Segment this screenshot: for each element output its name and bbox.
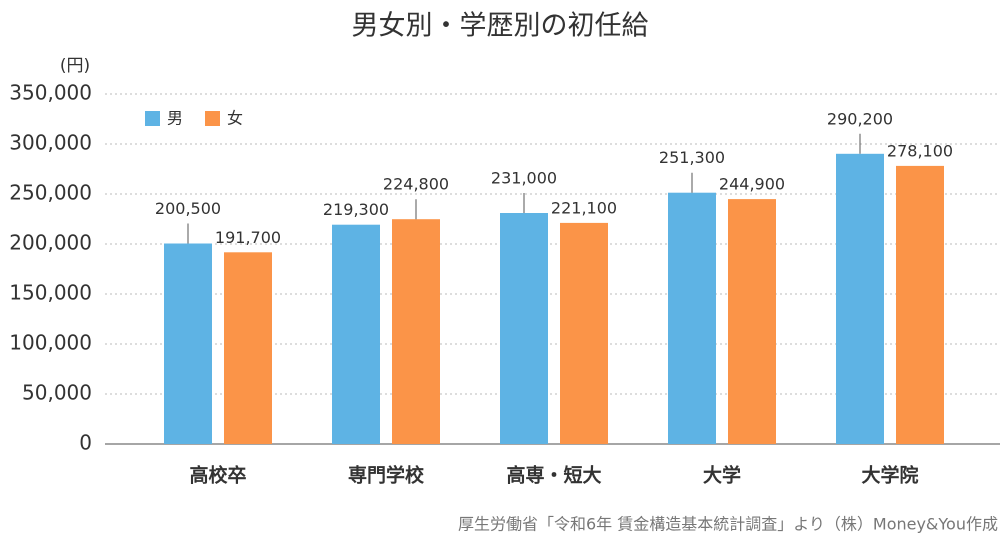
x-tick-label: 専門学校 bbox=[348, 464, 425, 487]
value-label: 231,000 bbox=[491, 169, 557, 188]
y-tick-label: 300,000 bbox=[9, 131, 92, 155]
bar bbox=[560, 222, 608, 444]
bar bbox=[728, 199, 776, 444]
value-label: 278,100 bbox=[887, 141, 953, 160]
y-tick-label: 250,000 bbox=[9, 181, 92, 205]
value-label: 290,200 bbox=[827, 109, 893, 128]
legend-label: 男 bbox=[167, 109, 183, 128]
value-label: 221,100 bbox=[551, 198, 617, 217]
value-label: 191,700 bbox=[215, 228, 281, 247]
y-tick-label: 0 bbox=[79, 431, 92, 455]
bar bbox=[392, 219, 440, 444]
x-tick-label: 高専・短大 bbox=[506, 464, 601, 487]
x-tick-label: 大学院 bbox=[861, 464, 918, 487]
bar bbox=[896, 165, 944, 444]
y-tick-label: 100,000 bbox=[9, 331, 92, 355]
bar bbox=[224, 252, 272, 444]
bar bbox=[500, 213, 548, 444]
y-tick-label: 50,000 bbox=[22, 381, 92, 405]
bar bbox=[668, 192, 716, 444]
legend-label: 女 bbox=[227, 109, 243, 128]
bar bbox=[332, 224, 380, 444]
bar bbox=[836, 153, 884, 445]
legend-swatch bbox=[205, 111, 220, 126]
legend-swatch bbox=[145, 111, 160, 126]
x-tick-label: 大学 bbox=[703, 464, 741, 487]
value-label: 200,500 bbox=[155, 199, 221, 218]
value-label: 219,300 bbox=[323, 200, 389, 219]
y-tick-label: 350,000 bbox=[9, 81, 92, 105]
y-tick-label: 150,000 bbox=[9, 281, 92, 305]
source-note: 厚生労働省「令和6年 賃金構造基本統計調査」より（株）Money&You作成 bbox=[458, 515, 998, 534]
value-label: 224,800 bbox=[383, 175, 449, 194]
chart-title: 男女別・学歴別の初任給 bbox=[352, 11, 649, 42]
y-unit: (円) bbox=[60, 56, 90, 76]
y-tick-label: 200,000 bbox=[9, 231, 92, 255]
x-tick-label: 高校卒 bbox=[189, 464, 246, 487]
value-label: 251,300 bbox=[659, 148, 725, 167]
value-label: 244,900 bbox=[719, 175, 785, 194]
bar bbox=[164, 243, 212, 444]
